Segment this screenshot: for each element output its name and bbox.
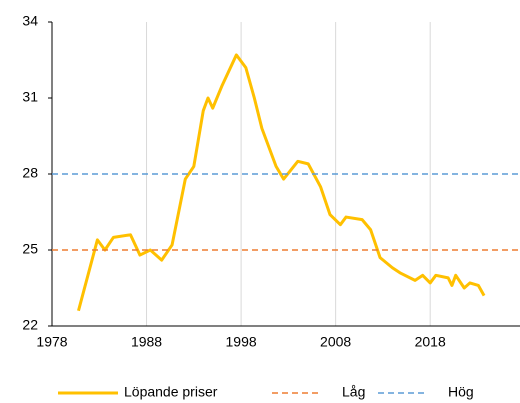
legend-label: Hög: [448, 384, 474, 400]
x-tick-label: 2008: [320, 334, 351, 350]
y-tick-label: 28: [22, 165, 38, 181]
legend-label: Låg: [342, 384, 365, 400]
x-tick-label: 2018: [415, 334, 446, 350]
series-line: [77, 53, 486, 312]
legend-label: Löpande priser: [124, 384, 218, 400]
y-tick-label: 22: [22, 317, 38, 333]
x-tick-label: 1998: [226, 334, 257, 350]
x-tick-label: 1988: [131, 334, 162, 350]
y-tick-label: 25: [22, 241, 38, 257]
x-tick-label: 1978: [36, 334, 67, 350]
y-tick-label: 31: [22, 89, 38, 105]
y-tick-label: 34: [22, 13, 38, 29]
